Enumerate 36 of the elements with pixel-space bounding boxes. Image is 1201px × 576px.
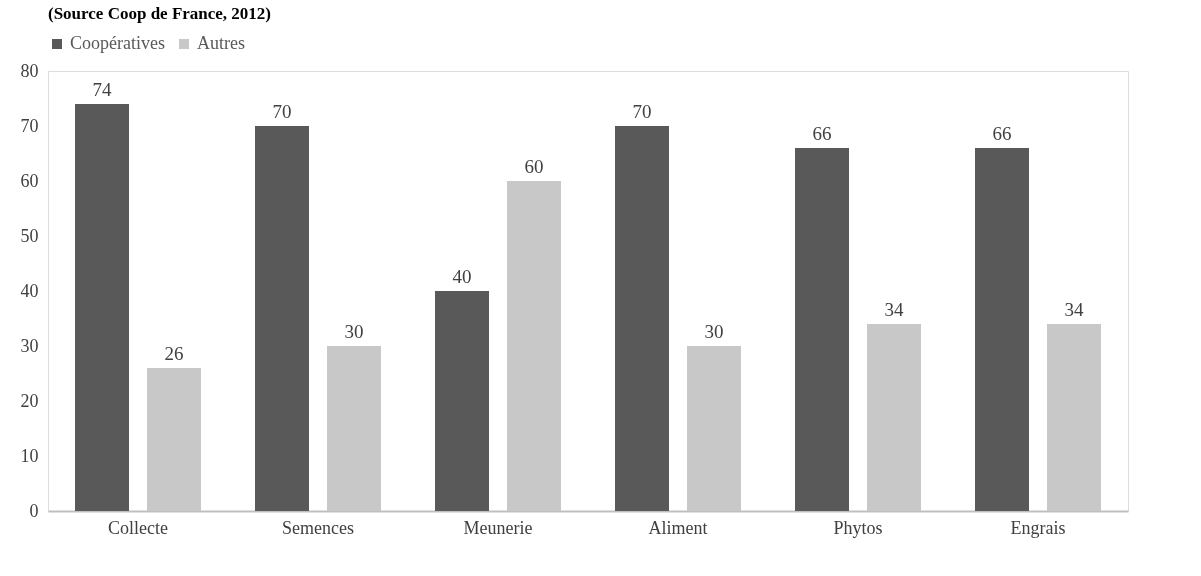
data-label: 30 <box>704 321 724 342</box>
bar <box>255 126 309 511</box>
bar <box>75 104 129 511</box>
data-label: 34 <box>884 299 904 320</box>
data-label: 74 <box>92 79 112 100</box>
y-tick-label: 70 <box>20 115 39 136</box>
data-label: 70 <box>632 101 652 122</box>
bar <box>615 126 669 511</box>
y-tick-label: 60 <box>20 170 39 191</box>
legend-label: Autres <box>197 33 245 53</box>
x-tick-label: Aliment <box>648 517 708 538</box>
data-label: 70 <box>272 101 292 122</box>
y-tick-label: 30 <box>20 335 39 356</box>
y-tick-label: 40 <box>20 280 39 301</box>
data-label: 66 <box>812 123 832 144</box>
bar <box>975 148 1029 511</box>
data-label: 30 <box>344 321 364 342</box>
bar <box>795 148 849 511</box>
data-label: 60 <box>524 156 544 177</box>
data-label: 26 <box>164 343 184 364</box>
data-label: 66 <box>992 123 1012 144</box>
text: (Source Coop de France, 2012) <box>48 4 272 23</box>
y-tick-label: 80 <box>20 60 39 81</box>
x-tick-label: Meunerie <box>463 517 533 538</box>
x-tick-label: Semences <box>282 517 354 538</box>
data-label: 40 <box>452 266 472 287</box>
y-tick-label: 50 <box>20 225 39 246</box>
legend-label: Coopératives <box>70 33 165 53</box>
x-tick-label: Collecte <box>108 517 168 538</box>
y-tick-label: 0 <box>29 500 39 521</box>
bar <box>435 291 489 511</box>
y-tick-label: 20 <box>20 390 39 411</box>
y-tick-label: 10 <box>20 445 39 466</box>
data-label: 34 <box>1064 299 1084 320</box>
x-tick-label: Engrais <box>1010 517 1066 538</box>
x-tick-label: Phytos <box>833 517 883 538</box>
